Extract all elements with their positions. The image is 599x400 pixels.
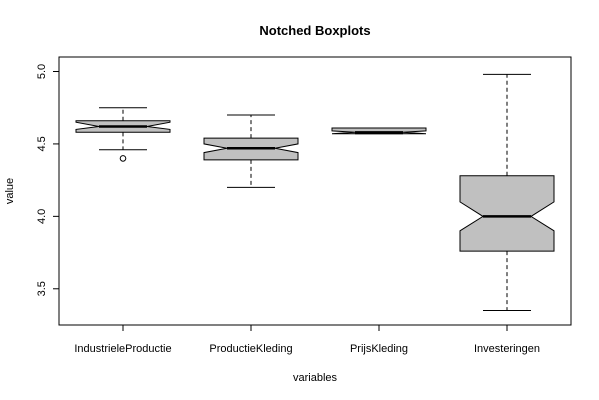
y-tick-label: 4.0 [36, 209, 48, 224]
x-tick-label: PrijsKleding [350, 343, 408, 355]
outlier-point [119, 155, 127, 162]
plot-frame [58, 56, 572, 326]
box-PrijsKleding [331, 127, 427, 135]
x-axis-label: variables [293, 372, 338, 384]
y-tick-label: 4.5 [36, 136, 48, 151]
x-axis: IndustrieleProductie ProductieKleding Prij… [74, 325, 540, 355]
notched-box [459, 175, 555, 252]
boxes [75, 73, 555, 312]
box-ProductieKleding [203, 114, 299, 188]
box-IndustrieleProductie [75, 107, 171, 162]
y-axis-label: value [4, 178, 16, 204]
y-axis: 3.5 4.0 4.5 5.0 [36, 64, 59, 296]
box-Investeringen [459, 73, 555, 312]
y-tick-label: 5.0 [36, 64, 48, 79]
x-tick-label: IndustrieleProductie [74, 343, 171, 355]
x-tick-label: Investeringen [474, 343, 540, 355]
y-tick-label: 3.5 [36, 281, 48, 296]
chart-title: Notched Boxplots [259, 23, 370, 38]
x-tick-label: ProductieKleding [209, 343, 292, 355]
